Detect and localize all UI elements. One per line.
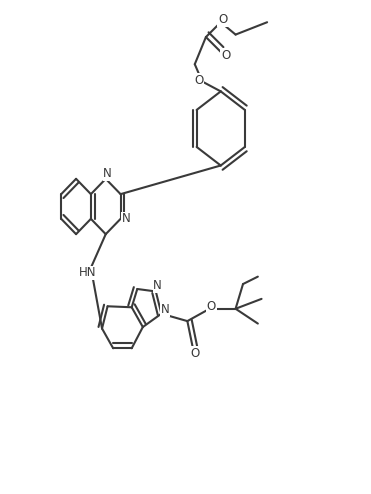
Text: O: O xyxy=(190,347,199,360)
Text: N: N xyxy=(161,303,170,316)
Text: HN: HN xyxy=(79,266,97,279)
Text: O: O xyxy=(221,49,230,62)
Text: O: O xyxy=(195,74,204,87)
Text: N: N xyxy=(153,279,162,292)
Text: N: N xyxy=(122,212,131,225)
Text: O: O xyxy=(207,300,216,313)
Text: O: O xyxy=(218,13,227,26)
Text: N: N xyxy=(103,167,112,180)
